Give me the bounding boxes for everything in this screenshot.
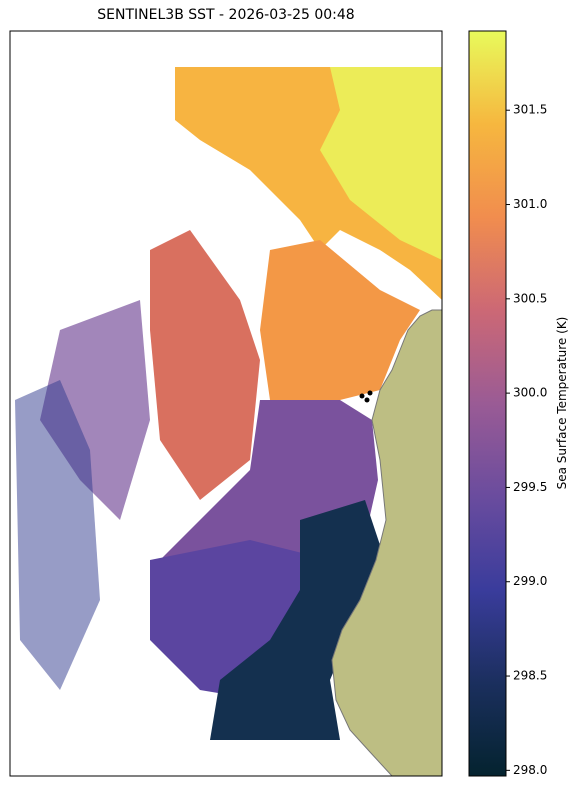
sst-hot: [320, 67, 442, 260]
colorbar-tick-label: 301.5: [513, 103, 547, 117]
colorbar-tick-label: 300.5: [513, 291, 547, 305]
colorbar-tick-label: 299.5: [513, 480, 547, 494]
colorbar-tick-label: 298.0: [513, 763, 547, 777]
station: [359, 393, 365, 399]
map-frame: [9, 30, 443, 777]
sst-coral: [150, 230, 260, 500]
sst-dark: [210, 500, 385, 740]
colorbar-tick-label: 299.0: [513, 574, 547, 588]
colorbar-label: Sea Surface Temperature (K): [555, 317, 569, 490]
sst-orange: [260, 240, 420, 420]
sst-scatter-left: [40, 300, 150, 520]
colorbar-tick-label: 301.0: [513, 197, 547, 211]
station: [367, 390, 373, 396]
colorbar-tick-label: 300.0: [513, 386, 547, 400]
colorbar-tick-label: 298.5: [513, 669, 547, 683]
colorbar: [468, 30, 507, 777]
station: [364, 397, 370, 403]
sst-field: [15, 67, 442, 776]
sst-scatter-far: [15, 380, 100, 690]
chart-title: SENTINEL3B SST - 2026-03-25 00:48: [97, 7, 354, 23]
land: [331, 309, 442, 776]
